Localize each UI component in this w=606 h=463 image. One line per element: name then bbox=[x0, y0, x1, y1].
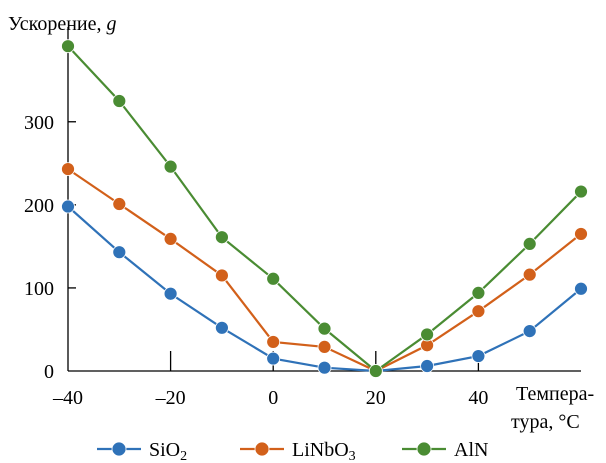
data-point bbox=[471, 304, 486, 319]
data-point bbox=[112, 245, 127, 260]
data-point bbox=[112, 94, 127, 108]
legend-marker bbox=[111, 441, 127, 457]
y-tick-label: 300 bbox=[24, 112, 54, 134]
legend-label: SiO2 bbox=[149, 439, 187, 463]
y-tick-label: 0 bbox=[44, 361, 54, 383]
data-point bbox=[420, 359, 435, 373]
legend: SiO2 LiNbO3 AlN bbox=[97, 439, 488, 463]
data-point bbox=[522, 267, 537, 282]
data-point bbox=[317, 360, 332, 375]
data-point bbox=[317, 321, 332, 336]
legend-label-subscript: 3 bbox=[349, 449, 356, 463]
data-point bbox=[368, 364, 383, 378]
data-point bbox=[471, 349, 486, 363]
data-point bbox=[214, 230, 229, 245]
legend-label: AlN bbox=[454, 439, 488, 461]
axes bbox=[67, 27, 581, 372]
data-point bbox=[163, 232, 178, 246]
data-point bbox=[522, 236, 537, 251]
y-ticks: 0 100 200 300 bbox=[24, 112, 76, 383]
legend-label: LiNbO3 bbox=[292, 439, 356, 463]
data-point bbox=[574, 281, 588, 296]
data-point bbox=[112, 197, 127, 211]
data-point bbox=[574, 227, 588, 241]
x-tick-label: –20 bbox=[155, 387, 186, 409]
x-tick-label: 20 bbox=[366, 387, 386, 409]
data-point bbox=[61, 39, 75, 54]
data-point bbox=[266, 351, 281, 366]
data-point bbox=[61, 199, 75, 214]
series-group bbox=[61, 39, 588, 378]
legend-label-subscript: 2 bbox=[180, 449, 187, 463]
data-point bbox=[522, 324, 537, 339]
data-point bbox=[163, 286, 178, 301]
data-point bbox=[574, 184, 588, 199]
data-point bbox=[266, 335, 281, 349]
data-point bbox=[163, 159, 178, 174]
data-point bbox=[214, 268, 229, 283]
data-point bbox=[266, 271, 281, 286]
data-point bbox=[61, 162, 75, 177]
data-point bbox=[420, 327, 435, 342]
y-tick-label: 200 bbox=[24, 195, 54, 217]
x-axis-label-line2: тура, °C bbox=[511, 411, 580, 433]
x-tick-label: –40 bbox=[52, 387, 83, 409]
legend-marker bbox=[254, 441, 270, 457]
x-axis-label-line1: Темпера- bbox=[516, 383, 594, 405]
y-tick-label: 100 bbox=[24, 278, 54, 300]
y-axis-label: Ускорение, g bbox=[8, 13, 117, 35]
data-point bbox=[317, 340, 332, 354]
x-tick-label: 40 bbox=[468, 387, 488, 409]
x-tick-label: 0 bbox=[268, 387, 278, 409]
data-point bbox=[471, 286, 486, 300]
legend-marker bbox=[416, 441, 432, 457]
data-point bbox=[214, 320, 229, 335]
